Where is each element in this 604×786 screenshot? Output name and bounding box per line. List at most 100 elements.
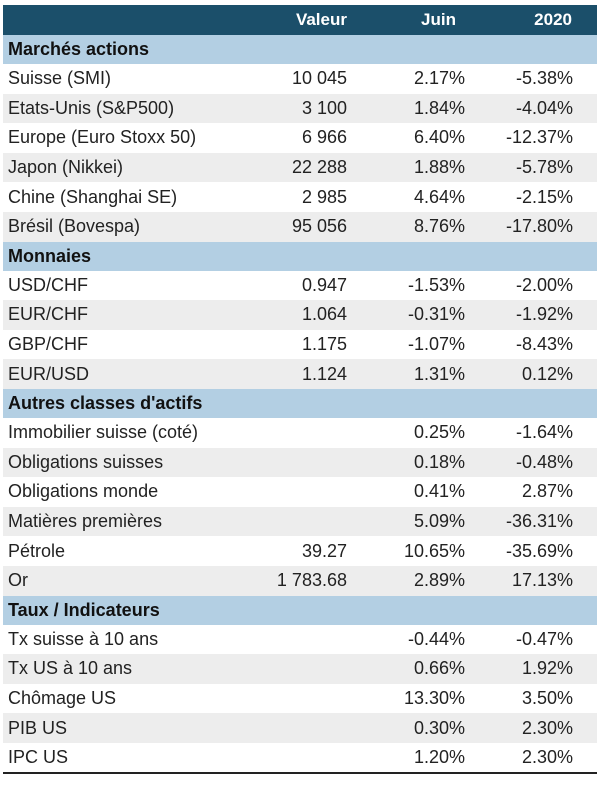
row-valeur — [249, 684, 349, 714]
row-juin: 1.88% — [349, 152, 472, 183]
section-header-row: Monnaies — [3, 241, 597, 271]
table-row: Obligations suisses 0.18% -0.48% — [3, 447, 597, 478]
section-title: Marchés actions — [3, 35, 597, 64]
row-name: Matières premières — [3, 506, 249, 537]
section-header-row: Autres classes d'actifs — [3, 388, 597, 418]
row-valeur: 2 985 — [301, 186, 347, 207]
row-name: Obligations monde — [8, 481, 159, 502]
row-name: IPC US — [8, 747, 69, 768]
row-year: -2.00% — [515, 274, 573, 295]
section-header-row: Marchés actions — [3, 35, 597, 64]
row-year: -1.64% — [515, 422, 573, 443]
row-valeur — [249, 743, 349, 773]
row-year: -17.80% — [472, 211, 597, 242]
row-name: Europe (Euro Stoxx 50) — [8, 127, 197, 148]
section-title: Monnaies — [3, 241, 597, 271]
table-row: Immobilier suisse (coté) 0.25% -1.64% — [3, 418, 597, 448]
row-name: Suisse (SMI) — [8, 68, 112, 89]
row-juin: 0.66% — [349, 654, 472, 684]
row-name: Obligations suisses — [3, 447, 249, 478]
row-valeur: 1.064 — [249, 300, 349, 330]
row-year: -5.78% — [472, 152, 597, 183]
row-valeur — [249, 477, 349, 507]
row-juin: 0.30% — [349, 713, 472, 743]
table-row: Matières premières 5.09% -36.31% — [3, 506, 597, 537]
row-year: -35.69% — [505, 540, 573, 561]
table-body: Marchés actions Suisse (SMI) 10 045 2.17% -5… — [3, 35, 597, 772]
row-year: 3.50% — [521, 687, 573, 708]
table-row: Tx suisse à 10 ans -0.44% -0.47% — [3, 625, 597, 655]
header-juin: Juin — [349, 5, 472, 35]
row-year: 1.92% — [472, 654, 597, 684]
row-juin: 0.25% — [413, 422, 465, 443]
header-valeur: Valeur — [249, 5, 349, 35]
table-row: Chômage US 13.30% 3.50% — [3, 684, 597, 714]
row-name: Chômage US — [8, 687, 117, 708]
table-header: Valeur Juin 2020 — [3, 5, 597, 35]
row-name: PIB US — [3, 713, 249, 743]
row-valeur: 3 100 — [249, 93, 349, 124]
row-juin: 1.84% — [349, 93, 472, 124]
market-performance-table-container: Valeur Juin 2020 Marchés actions Suisse (… — [3, 5, 597, 775]
row-valeur: 10 045 — [291, 68, 347, 89]
row-juin: 6.40% — [413, 127, 465, 148]
row-valeur: 1.175 — [301, 334, 347, 355]
row-year: 0.12% — [472, 359, 597, 389]
row-name: EUR/CHF — [3, 300, 249, 330]
row-valeur: 95 056 — [249, 211, 349, 242]
row-juin: 1.20% — [413, 747, 465, 768]
section-title: Autres classes d'actifs — [3, 388, 597, 418]
row-juin: 8.76% — [349, 211, 472, 242]
table-row: Tx US à 10 ans 0.66% 1.92% — [3, 654, 597, 684]
table-bottom-rule — [3, 772, 597, 775]
row-juin: 1.31% — [349, 359, 472, 389]
row-year: -4.04% — [472, 93, 597, 124]
row-year: -0.48% — [472, 447, 597, 478]
row-name: Etats-Unis (S&P500) — [3, 93, 249, 124]
row-juin: 0.18% — [349, 447, 472, 478]
row-juin: 4.64% — [413, 186, 465, 207]
row-year: -1.92% — [472, 300, 597, 330]
row-valeur — [249, 713, 349, 743]
header-row: Valeur Juin 2020 — [3, 5, 597, 35]
row-year: -0.47% — [515, 628, 573, 649]
row-juin: 5.09% — [349, 506, 472, 537]
row-name: Tx US à 10 ans — [3, 654, 249, 684]
row-juin: 2.17% — [413, 68, 465, 89]
row-valeur: 0.947 — [301, 274, 347, 295]
row-juin: -1.07% — [407, 334, 465, 355]
table-row: Brésil (Bovespa) 95 056 8.76% -17.80% — [3, 211, 597, 242]
table-row: Suisse (SMI) 10 045 2.17% -5.38% — [3, 64, 597, 94]
row-valeur — [249, 654, 349, 684]
row-name: Tx suisse à 10 ans — [8, 628, 159, 649]
row-name: USD/CHF — [8, 274, 88, 295]
row-name: Brésil (Bovespa) — [3, 211, 249, 242]
row-year: -5.38% — [515, 68, 573, 89]
market-performance-table: Valeur Juin 2020 Marchés actions Suisse (… — [3, 5, 597, 772]
row-valeur: 1.124 — [249, 359, 349, 389]
row-valeur — [249, 625, 349, 655]
table-row: USD/CHF 0.947 -1.53% -2.00% — [3, 271, 597, 301]
row-valeur — [249, 506, 349, 537]
row-juin: 2.89% — [349, 565, 472, 596]
row-juin: 0.41% — [413, 481, 465, 502]
row-year: 2.87% — [521, 481, 573, 502]
row-year: -36.31% — [472, 506, 597, 537]
table-row: Europe (Euro Stoxx 50) 6 966 6.40% -12.37% — [3, 123, 597, 153]
row-name: GBP/CHF — [8, 334, 89, 355]
table-row: Obligations monde 0.41% 2.87% — [3, 477, 597, 507]
row-name: Pétrole — [8, 540, 66, 561]
row-year: -8.43% — [515, 334, 573, 355]
table-row: Or 1 783.68 2.89% 17.13% — [3, 565, 597, 596]
row-name: Immobilier suisse (coté) — [8, 422, 199, 443]
table-row: EUR/USD 1.124 1.31% 0.12% — [3, 359, 597, 389]
row-juin: -0.44% — [407, 628, 465, 649]
row-name: Or — [3, 565, 249, 596]
row-juin: -1.53% — [407, 274, 465, 295]
table-row: EUR/CHF 1.064 -0.31% -1.92% — [3, 300, 597, 330]
header-name — [3, 5, 249, 35]
row-valeur: 22 288 — [249, 152, 349, 183]
row-valeur — [249, 418, 349, 448]
row-valeur: 1 783.68 — [249, 565, 349, 596]
header-year: 2020 — [472, 5, 597, 35]
